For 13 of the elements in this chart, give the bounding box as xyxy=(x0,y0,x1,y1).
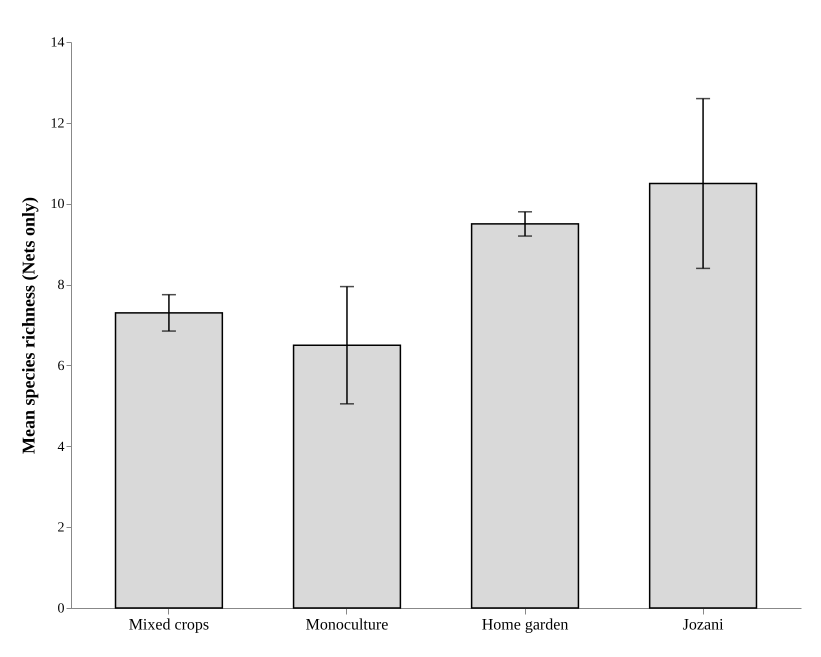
x-tick-label: Jozani xyxy=(682,616,724,634)
y-tick-label: 2 xyxy=(58,520,64,536)
y-tick-label: 8 xyxy=(58,278,64,294)
y-tick-label: 6 xyxy=(58,358,64,374)
y-tick-label: 12 xyxy=(50,116,64,132)
x-tick-label: Mixed crops xyxy=(128,616,210,634)
y-tick-label: 10 xyxy=(50,197,64,212)
x-tick-label: Home garden xyxy=(482,616,568,634)
y-tick-label: 4 xyxy=(58,440,64,455)
y-tick-label: 0 xyxy=(58,602,64,616)
y-axis-title: Mean species richness (Nets only) xyxy=(18,197,38,454)
y-tick-label: 14 xyxy=(50,36,64,50)
x-tick-label: Monoculture xyxy=(306,616,388,634)
